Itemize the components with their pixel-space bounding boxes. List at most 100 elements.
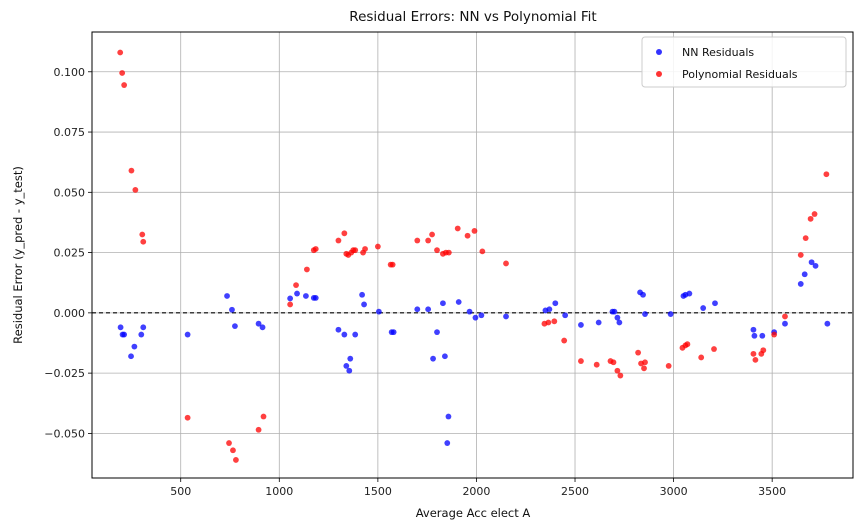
polynomial-residual-point	[614, 367, 621, 374]
nn-residual-point	[441, 353, 448, 360]
polynomial-residual-point	[641, 365, 647, 372]
data-points	[117, 49, 831, 463]
polynomial-residual-point	[445, 249, 452, 256]
nn-residual-point	[312, 295, 319, 301]
legend-label: Polynomial Residuals	[682, 68, 798, 81]
nn-residual-point	[224, 293, 230, 299]
nn-residual-point	[578, 322, 584, 328]
legend-box	[641, 36, 847, 88]
nn-residual-point	[614, 314, 621, 321]
nn-residual-point	[503, 313, 509, 320]
nn-residual-point	[294, 290, 300, 297]
polynomial-residual-point	[561, 337, 568, 344]
polynomial-residual-point	[117, 49, 124, 56]
nn-residual-point	[611, 308, 618, 315]
y-tick-label: −0.050	[44, 427, 85, 440]
polynomial-residual-point	[802, 235, 809, 242]
nn-residual-point	[750, 326, 757, 333]
nn-residual-point	[255, 320, 262, 327]
nn-residual-point	[445, 413, 452, 420]
nn-residual-point	[440, 300, 446, 307]
nn-residual-point	[128, 353, 134, 360]
polynomial-residual-point	[362, 246, 368, 252]
polynomial-residual-point	[771, 331, 778, 338]
legend-marker	[656, 71, 662, 77]
nn-residual-point	[346, 367, 353, 374]
nn-residual-point	[425, 306, 432, 313]
polynomial-residual-point	[293, 282, 299, 289]
polynomial-residual-point	[128, 167, 135, 174]
polynomial-residual-point	[578, 358, 584, 364]
nn-residual-point	[801, 271, 808, 278]
polynomial-residual-point	[389, 261, 396, 268]
x-tick-label: 3500	[758, 485, 786, 498]
nn-residual-point	[444, 440, 451, 446]
polynomial-residual-point	[374, 243, 381, 250]
polynomial-residual-point	[414, 237, 421, 244]
nn-residual-point	[812, 262, 819, 269]
polynomial-residual-point	[233, 457, 239, 463]
polynomial-residual-point	[711, 346, 717, 352]
polynomial-residual-point	[698, 354, 705, 361]
nn-residual-point	[259, 324, 266, 331]
nn-residual-point	[131, 343, 138, 350]
polynomial-residual-point	[782, 313, 788, 320]
nn-residual-point	[184, 331, 191, 338]
y-tick-label: 0.025	[54, 247, 86, 260]
y-tick-label: 0.100	[54, 66, 86, 79]
nn-residual-point	[712, 300, 718, 307]
polynomial-residual-point	[335, 237, 342, 244]
polynomial-residual-point	[665, 362, 672, 369]
polynomial-residual-point	[617, 372, 624, 379]
polynomial-residuals-series	[117, 49, 830, 463]
nn-residual-point	[759, 332, 766, 339]
legend: NN Residuals Polynomial Residuals	[641, 36, 847, 88]
nn-residual-point	[642, 311, 648, 317]
nn-residual-point	[232, 323, 238, 330]
polynomial-residual-point	[341, 230, 348, 237]
nn-residual-point	[782, 320, 788, 327]
polynomial-residual-point	[429, 231, 435, 238]
x-tick-label: 1500	[364, 485, 392, 498]
polynomial-residual-point	[255, 426, 262, 433]
polynomial-residual-point	[464, 232, 471, 239]
nn-residual-point	[229, 306, 235, 313]
nn-residual-point	[375, 308, 382, 315]
nn-residual-point	[303, 293, 309, 299]
nn-residual-point	[138, 331, 145, 338]
nn-residual-point	[700, 305, 707, 311]
polynomial-residual-point	[260, 413, 267, 420]
polynomial-residual-point	[545, 319, 552, 326]
nn-residual-point	[562, 312, 569, 319]
nn-residual-point	[667, 311, 674, 317]
nn-residual-point	[546, 306, 553, 313]
polynomial-residual-point	[479, 248, 486, 255]
nn-residual-point	[341, 331, 348, 338]
polynomial-residual-point	[312, 246, 319, 252]
polynomial-residual-point	[684, 341, 691, 348]
nn-residual-point	[414, 306, 421, 313]
nn-residual-point	[616, 319, 623, 326]
nn-residual-point	[359, 291, 365, 298]
polynomial-residual-point	[352, 247, 359, 254]
axis-ticks: 500 1000 1500 2000 2500 3000 3500 −0.050 −0.025 0…	[44, 66, 786, 498]
nn-residual-point	[808, 259, 815, 266]
polynomial-residual-point	[140, 238, 147, 245]
y-axis-title: Residual Error (y_pred - y_test)	[11, 166, 25, 344]
plot-frame	[91, 31, 854, 479]
nn-residual-point	[595, 319, 602, 326]
polynomial-residual-point	[752, 356, 759, 363]
polynomial-residual-point	[807, 215, 814, 222]
nn-residual-point	[455, 299, 462, 305]
nn-residual-point	[390, 329, 397, 336]
nn-residual-point	[552, 300, 559, 307]
x-tick-label: 500	[170, 485, 191, 498]
polynomial-residual-point	[121, 82, 128, 88]
y-tick-label: 0.075	[54, 126, 86, 139]
polynomial-residual-point	[184, 414, 191, 421]
polynomial-residual-point	[139, 231, 146, 238]
y-tick-label: 0.000	[54, 307, 86, 320]
nn-residuals-series	[117, 259, 831, 446]
